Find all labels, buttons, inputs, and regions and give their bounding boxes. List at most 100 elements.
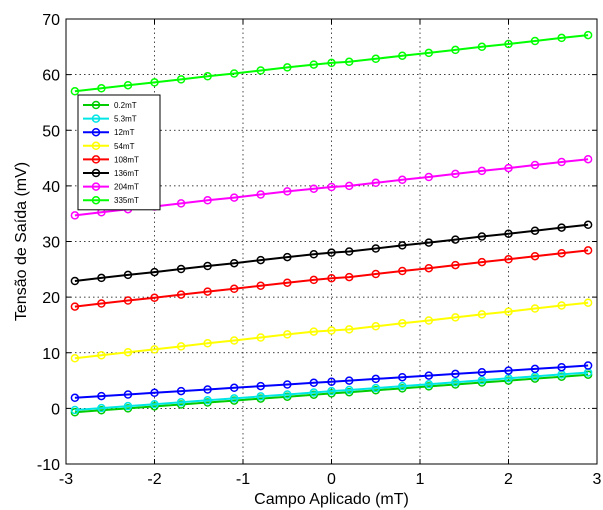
- data-point: [371, 54, 381, 64]
- data-point: [309, 275, 319, 285]
- data-point: [256, 255, 265, 265]
- data-point: [256, 392, 265, 401]
- data-point: [97, 391, 106, 401]
- series-54mT: [70, 298, 593, 363]
- legend-label: 54mT: [114, 142, 135, 151]
- data-point: [203, 339, 212, 348]
- data-point: [477, 42, 487, 52]
- x-tick-label: -1: [236, 471, 250, 488]
- data-point: [530, 36, 540, 46]
- legend-swatch-marker: [91, 182, 101, 191]
- data-point: [256, 281, 265, 290]
- data-point: [309, 327, 319, 336]
- data-point: [424, 48, 434, 58]
- legend-swatch-marker: [91, 141, 101, 151]
- data-point: [504, 307, 513, 316]
- data-point: [557, 223, 566, 232]
- data-point: [97, 351, 106, 360]
- data-point: [398, 266, 407, 276]
- data-point: [398, 381, 407, 391]
- data-point: [176, 398, 186, 407]
- data-point: [203, 396, 212, 405]
- data-point: [504, 163, 513, 173]
- data-point: [176, 386, 186, 396]
- series-335mT: [70, 30, 593, 96]
- data-point: [424, 172, 434, 182]
- data-point: [123, 401, 133, 411]
- legend-swatch-marker: [91, 155, 101, 164]
- x-tick-label: -2: [147, 471, 161, 488]
- data-point: [398, 319, 407, 328]
- data-point: [371, 322, 381, 331]
- series-line: [74, 158, 589, 217]
- data-point: [283, 390, 292, 399]
- data-point: [583, 154, 593, 164]
- data-point: [229, 258, 239, 268]
- data-point: [283, 63, 292, 72]
- grid: [66, 19, 597, 464]
- data-point: [398, 175, 407, 185]
- data-point: [477, 367, 487, 377]
- data-point: [97, 403, 106, 413]
- data-point: [203, 385, 212, 394]
- data-point: [70, 211, 80, 220]
- data-point: [557, 157, 566, 167]
- data-point: [123, 347, 133, 357]
- data-point: [451, 377, 460, 387]
- y-tick-label: 20: [42, 290, 60, 307]
- data-point: [97, 273, 106, 283]
- data-point: [327, 273, 336, 283]
- y-tick-label: 30: [42, 235, 60, 252]
- data-point: [327, 377, 336, 386]
- data-point: [283, 330, 292, 339]
- legend-item: 5.3mT: [83, 114, 137, 124]
- legend: 0.2mT 5.3mT 12mT 54mT 108mT 136mT 204mT 335mT: [77, 94, 161, 211]
- data-point: [424, 371, 434, 380]
- data-point: [371, 374, 381, 384]
- data-point: [229, 336, 239, 345]
- legend-label: 12mT: [114, 128, 135, 137]
- data-point: [327, 58, 336, 68]
- data-point: [424, 238, 434, 247]
- series-108mT: [70, 246, 593, 311]
- y-tick-label: 50: [42, 123, 60, 140]
- data-point: [557, 362, 566, 372]
- data-point: [557, 301, 566, 310]
- y-tick-label: -10: [37, 457, 60, 474]
- data-point: [256, 66, 265, 75]
- legend-swatch-marker: [91, 168, 101, 178]
- data-point: [97, 84, 106, 93]
- data-point: [504, 229, 513, 238]
- data-point: [97, 299, 106, 308]
- data-point: [309, 378, 319, 388]
- series-line: [74, 249, 589, 308]
- data-point: [229, 394, 239, 403]
- legend-item: 204mT: [83, 182, 139, 192]
- y-tick-label: 60: [42, 68, 60, 85]
- data-point: [309, 250, 319, 259]
- data-point: [371, 244, 381, 253]
- data-point: [229, 383, 239, 393]
- data-point: [344, 385, 354, 395]
- data-point: [344, 325, 354, 334]
- data-point: [283, 380, 292, 389]
- data-point: [176, 342, 186, 351]
- data-point: [123, 270, 133, 280]
- series-line: [74, 364, 589, 399]
- data-point: [398, 372, 407, 382]
- series-0.2mT: [70, 370, 593, 417]
- x-axis-label: Campo Aplicado (mT): [254, 491, 409, 508]
- legend-item: 12mT: [83, 127, 135, 137]
- data-point: [256, 190, 265, 199]
- data-point: [256, 381, 265, 391]
- data-point: [583, 298, 593, 307]
- data-point: [123, 390, 133, 399]
- data-point: [327, 248, 336, 257]
- x-tick-label: -3: [59, 471, 73, 488]
- data-point: [70, 276, 80, 286]
- y-tick-label: 70: [42, 12, 60, 29]
- data-point: [583, 246, 593, 255]
- data-point: [451, 313, 460, 322]
- data-point: [451, 260, 460, 270]
